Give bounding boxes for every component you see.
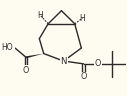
Text: N: N xyxy=(60,57,67,66)
Text: H: H xyxy=(80,14,85,23)
Text: O: O xyxy=(80,72,87,81)
Polygon shape xyxy=(26,54,44,58)
Text: O: O xyxy=(23,66,29,75)
Text: HO: HO xyxy=(1,43,13,53)
Text: H: H xyxy=(38,11,43,20)
Text: O: O xyxy=(95,59,101,68)
